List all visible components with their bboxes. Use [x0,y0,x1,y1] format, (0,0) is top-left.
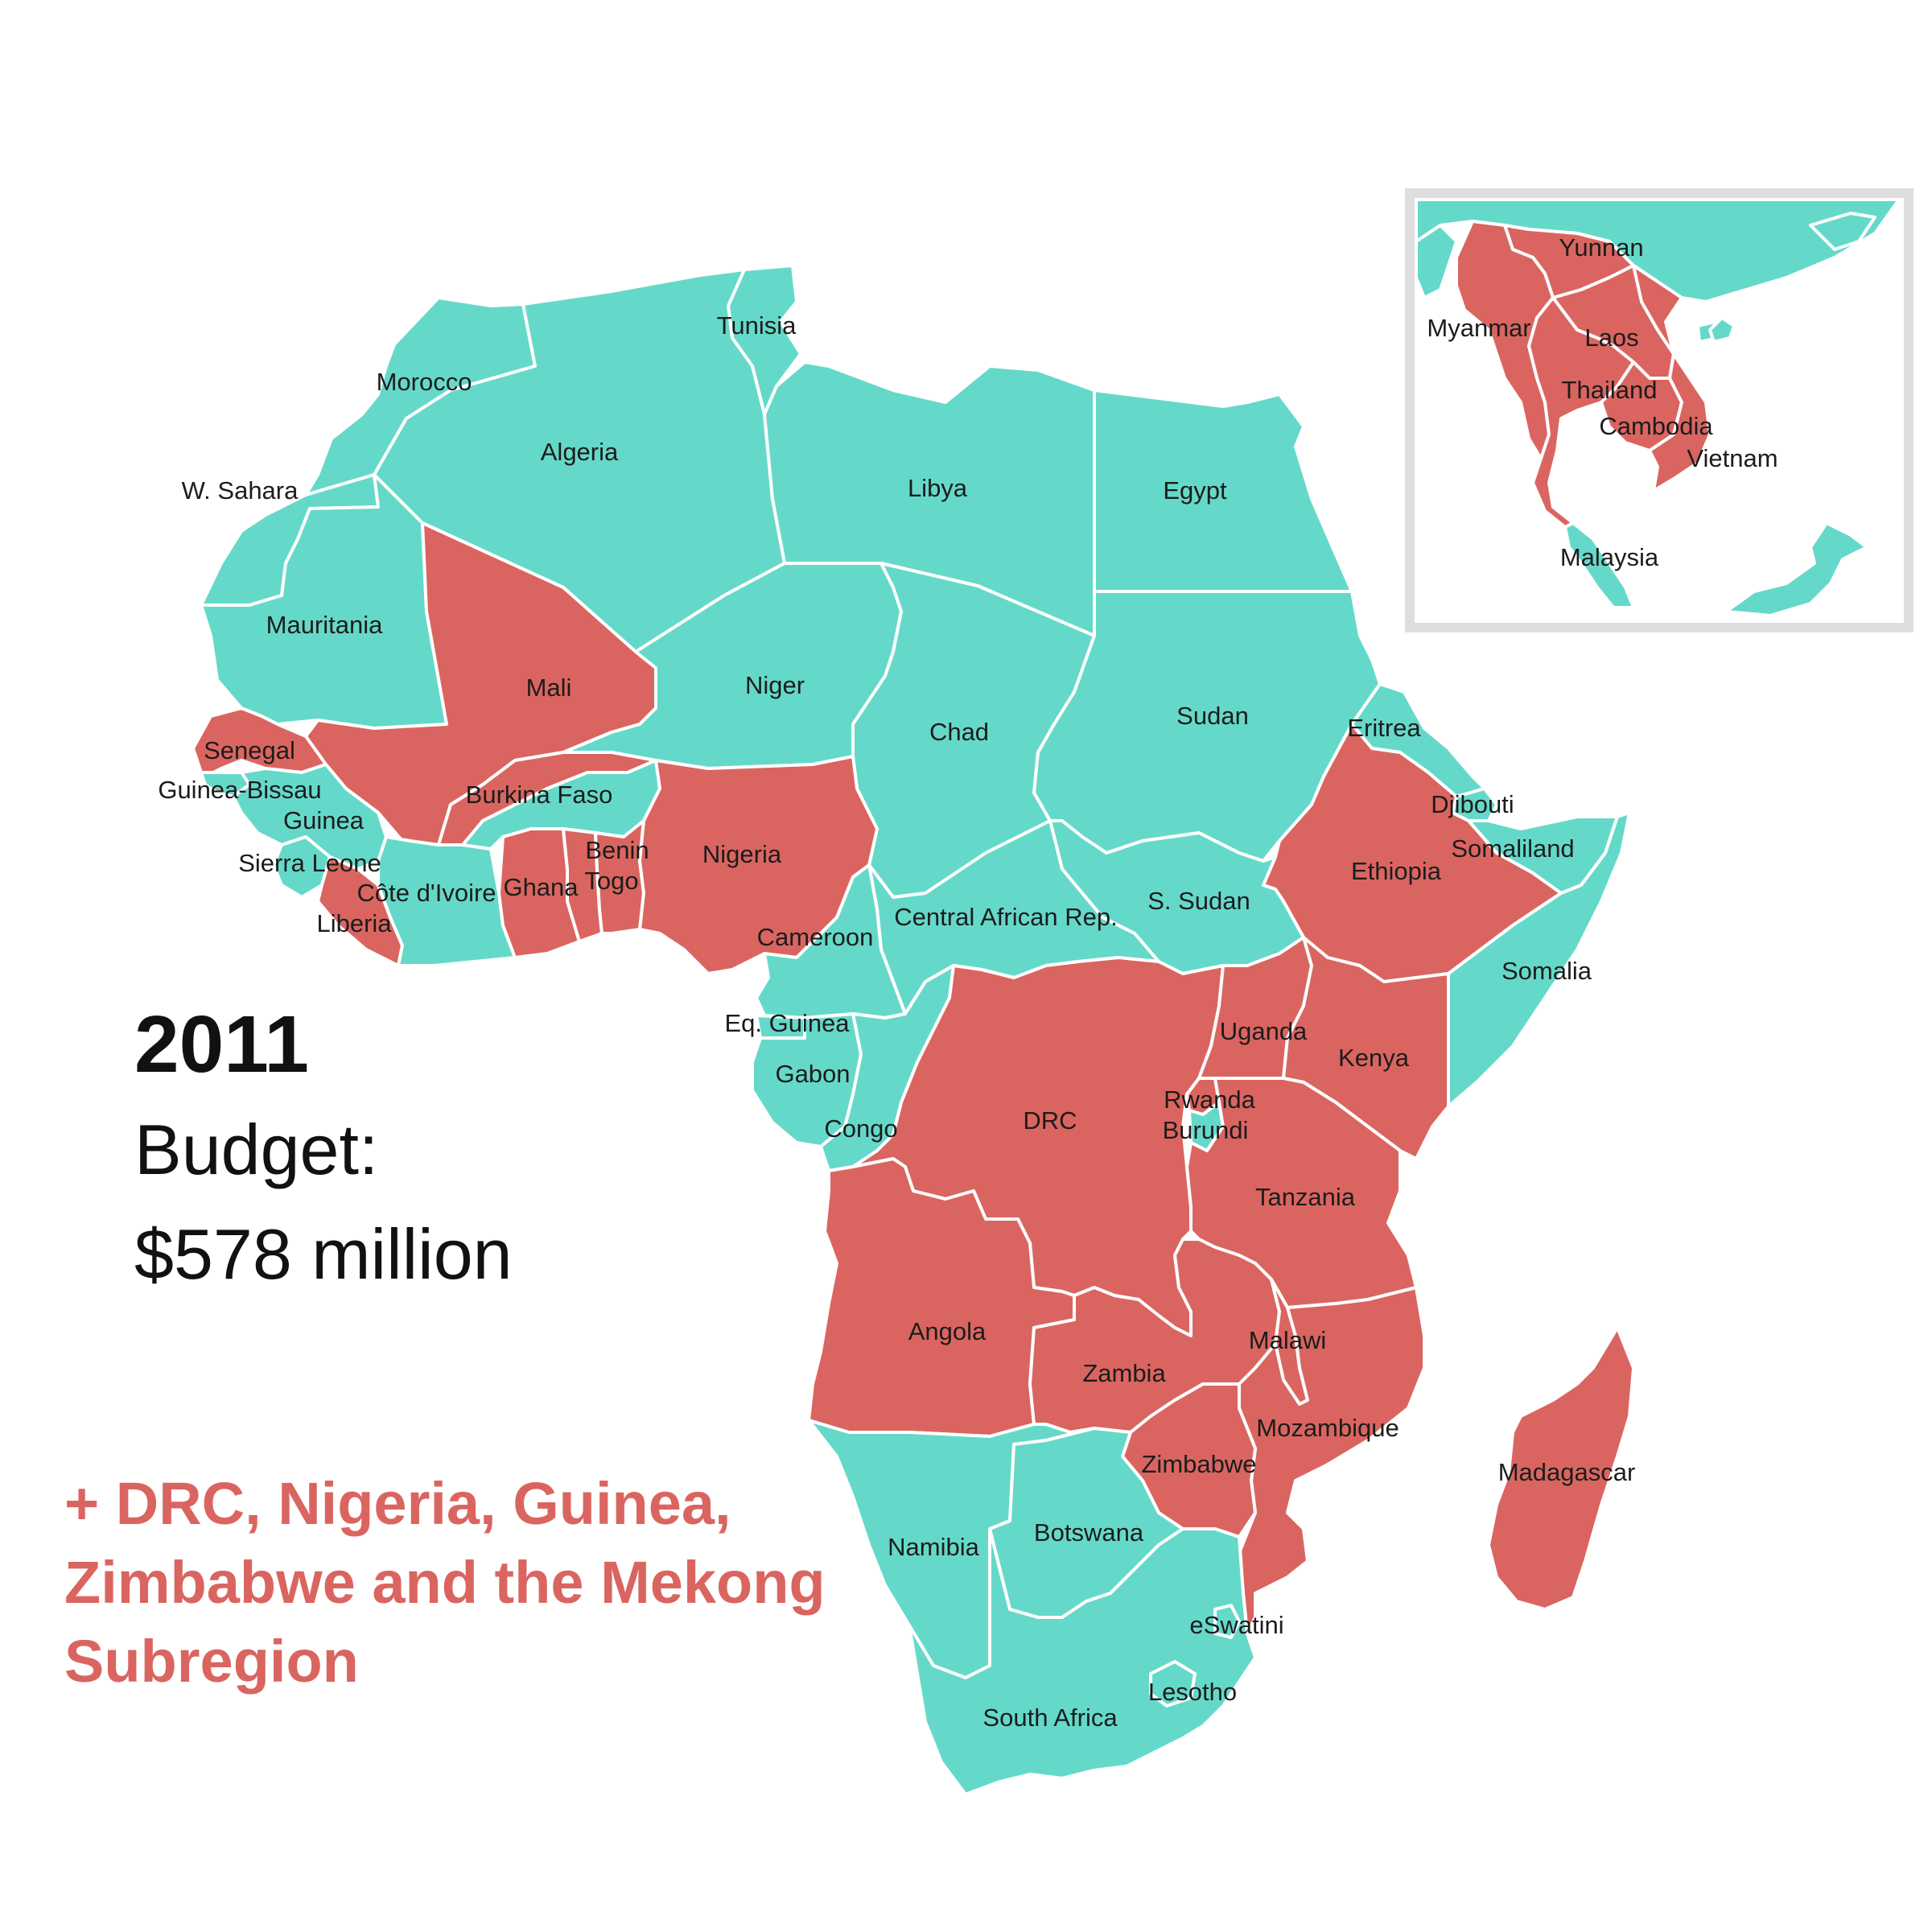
label-mali: Mali [526,674,572,702]
label-somalia: Somalia [1502,957,1592,985]
label-cotedivoire: Côte d'Ivoire [356,879,496,907]
label-somaliland: Somaliland [1451,834,1574,863]
year-heading: 2011 [134,999,309,1090]
region-vietnam [1632,264,1712,492]
label-liberia: Liberia [316,909,392,937]
label-ssudan: S. Sudan [1147,887,1250,915]
label-tanzania: Tanzania [1255,1183,1356,1211]
label-nigeria: Nigeria [702,840,782,868]
label-guineabissau: Guinea-Bissau [158,776,321,804]
region-southafrica [908,1527,1257,1796]
africa-countries [192,264,1635,1796]
label-botswana: Botswana [1034,1518,1144,1547]
label-uganda: Uganda [1220,1017,1308,1045]
label-myanmar: Myanmar [1427,314,1530,342]
label-sierraleone: Sierra Leone [238,849,381,877]
label-congo: Congo [824,1114,897,1143]
region-lesotho [1149,1660,1197,1707]
label-zambia: Zambia [1082,1359,1166,1387]
region-thailand [1527,296,1635,529]
label-malaysia: Malaysia [1560,543,1659,571]
label-egypt: Egypt [1163,476,1227,505]
region-madagascar [1487,1326,1635,1611]
label-togo: Togo [584,867,638,895]
label-eswatini: eSwatini [1189,1611,1283,1639]
label-wsahara: W. Sahara [182,476,299,505]
label-mauritania: Mauritania [266,611,383,639]
label-cameroon: Cameroon [757,923,874,951]
label-burkinafaso: Burkina Faso [466,781,613,809]
label-vietnam: Vietnam [1687,444,1778,472]
label-niger: Niger [745,671,805,699]
label-eritrea: Eritrea [1347,714,1421,742]
label-guinea: Guinea [283,806,365,834]
label-madagascar: Madagascar [1498,1458,1636,1486]
label-laos: Laos [1584,323,1638,352]
label-ethiopia: Ethiopia [1351,857,1442,885]
label-drc: DRC [1023,1106,1077,1135]
label-yunnan: Yunnan [1559,233,1643,262]
label-kenya: Kenya [1338,1044,1410,1072]
region-kenya [1282,936,1450,1160]
label-malawi: Malawi [1249,1326,1326,1354]
label-rwanda: Rwanda [1164,1085,1255,1114]
label-namibia: Namibia [888,1533,979,1561]
label-lesotho: Lesotho [1148,1678,1237,1706]
budget-label: Budget: [134,1110,379,1189]
region-borneo [1724,521,1868,617]
country-labels: Tunisia Morocco Algeria Libya Egypt W. S… [158,233,1778,1732]
label-djibouti: Djibouti [1431,790,1514,818]
region-philippines [1809,212,1876,251]
region-mozambique [1238,1286,1426,1635]
budget-value: $578 million [134,1214,513,1294]
region-malaysia [1563,521,1635,609]
region-india-east [1415,224,1458,299]
label-tunisia: Tunisia [717,311,797,340]
label-libya: Libya [908,474,968,502]
label-burundi: Burundi [1163,1116,1249,1144]
label-algeria: Algeria [541,438,619,466]
label-eqguinea: Eq. Guinea [724,1009,850,1037]
label-benin: Benin [585,836,649,864]
label-cambodia: Cambodia [1599,412,1713,440]
expansion-note: + DRC, Nigeria, Guinea, Zimbabwe and the… [64,1470,826,1695]
label-car: Central African Rep. [894,903,1117,931]
label-sudan: Sudan [1176,702,1249,730]
label-gabon: Gabon [775,1060,850,1088]
mekong-inset [1405,188,1913,632]
label-morocco: Morocco [377,368,472,396]
region-sierraleone [272,835,332,899]
label-ghana: Ghana [503,873,579,901]
label-thailand: Thailand [1562,376,1658,404]
label-southafrica: South Africa [982,1703,1118,1732]
label-angola: Angola [908,1317,987,1345]
region-hainan-2 [1708,316,1736,344]
label-chad: Chad [929,718,989,746]
region-eswatini [1213,1604,1241,1639]
label-zimbabwe: Zimbabwe [1142,1450,1257,1478]
label-mozambique: Mozambique [1256,1414,1399,1442]
label-senegal: Senegal [204,736,295,764]
